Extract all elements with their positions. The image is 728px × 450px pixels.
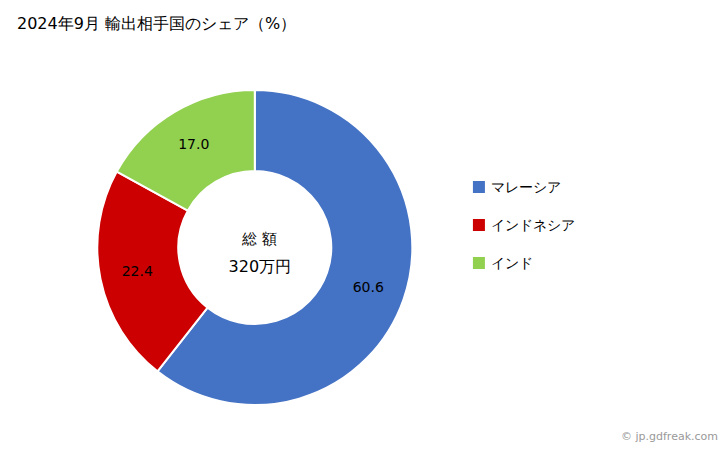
svg-text:22.4: 22.4 [122, 263, 153, 279]
svg-text:2024年9月 輸出相手国のシェア（%）: 2024年9月 輸出相手国のシェア（%） [17, 14, 296, 33]
svg-text:320万円: 320万円 [229, 257, 292, 276]
svg-text:© jp.gdfreak.com: © jp.gdfreak.com [621, 430, 718, 443]
svg-text:マレーシア: マレーシア [491, 179, 561, 195]
svg-text:総 額: 総 額 [241, 230, 277, 248]
svg-text:インド: インド [491, 255, 533, 271]
svg-text:インドネシア: インドネシア [491, 217, 575, 233]
svg-text:60.6: 60.6 [353, 279, 384, 295]
svg-text:17.0: 17.0 [178, 136, 209, 152]
